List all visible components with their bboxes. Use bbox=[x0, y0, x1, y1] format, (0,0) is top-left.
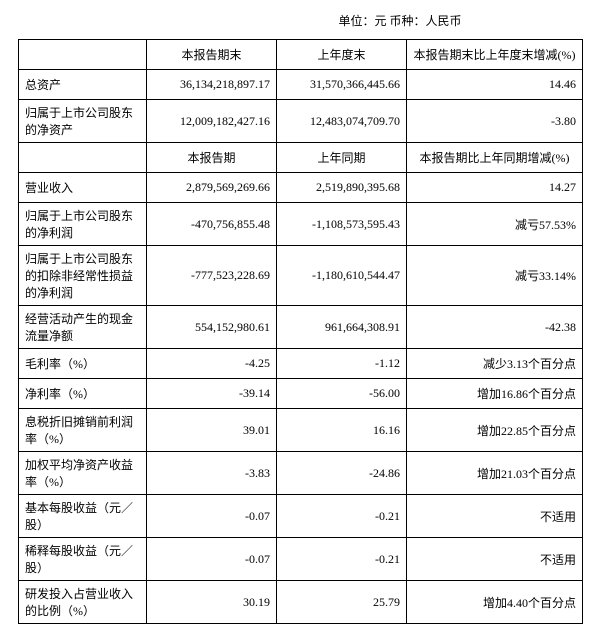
table-header-cell: 本报告期末 bbox=[147, 40, 277, 70]
row-label: 归属于上市公司股东的扣除非经常性损益的净利润 bbox=[19, 246, 147, 306]
row-label: 经营活动产生的现金流量净额 bbox=[19, 306, 147, 349]
table-header-cell: 上年同期 bbox=[277, 143, 407, 173]
unit-label: 单位：元 币种：人民币 bbox=[18, 12, 582, 29]
cell-value: -1.12 bbox=[277, 349, 407, 379]
table-row: 归属于上市公司股东的净资产12,009,182,427.1612,483,074… bbox=[19, 100, 583, 143]
cell-value: -470,756,855.48 bbox=[147, 203, 277, 246]
row-label: 净利率（%） bbox=[19, 379, 147, 409]
table-header-cell: 上年度末 bbox=[277, 40, 407, 70]
table-header-cell: 本报告期 bbox=[147, 143, 277, 173]
cell-change: -42.38 bbox=[407, 306, 583, 349]
cell-value: -3.83 bbox=[147, 452, 277, 495]
cell-change: 不适用 bbox=[407, 495, 583, 538]
cell-value: 554,152,980.61 bbox=[147, 306, 277, 349]
row-label: 息税折旧摊销前利润率（%） bbox=[19, 409, 147, 452]
cell-change: 不适用 bbox=[407, 538, 583, 581]
cell-value: -56.00 bbox=[277, 379, 407, 409]
table-header-cell bbox=[19, 40, 147, 70]
cell-value: -1,108,573,595.43 bbox=[277, 203, 407, 246]
table-row: 归属于上市公司股东的扣除非经常性损益的净利润-777,523,228.69-1,… bbox=[19, 246, 583, 306]
cell-value: -777,523,228.69 bbox=[147, 246, 277, 306]
table-header-cell: 本报告期比上年同期增减(%) bbox=[407, 143, 583, 173]
row-label: 研发投入占营业收入的比例（%） bbox=[19, 581, 147, 624]
table-row: 营业收入2,879,569,269.662,519,890,395.6814.2… bbox=[19, 173, 583, 203]
table-row: 稀释每股收益（元／股）-0.07-0.21不适用 bbox=[19, 538, 583, 581]
cell-value: 12,483,074,709.70 bbox=[277, 100, 407, 143]
row-label: 基本每股收益（元／股） bbox=[19, 495, 147, 538]
table-header-cell: 本报告期末比上年度末增减(%) bbox=[407, 40, 583, 70]
table-header-cell bbox=[19, 143, 147, 173]
cell-change: 减少3.13个百分点 bbox=[407, 349, 583, 379]
table-row: 加权平均净资产收益率（%）-3.83-24.86增加21.03个百分点 bbox=[19, 452, 583, 495]
cell-value: 961,664,308.91 bbox=[277, 306, 407, 349]
cell-value: 36,134,218,897.17 bbox=[147, 70, 277, 100]
table-row: 基本每股收益（元／股）-0.07-0.21不适用 bbox=[19, 495, 583, 538]
table-row: 净利率（%）-39.14-56.00增加16.86个百分点 bbox=[19, 379, 583, 409]
cell-change: -3.80 bbox=[407, 100, 583, 143]
cell-value: -39.14 bbox=[147, 379, 277, 409]
table-header-row: 本报告期末上年度末本报告期末比上年度末增减(%) bbox=[19, 40, 583, 70]
cell-value: -4.25 bbox=[147, 349, 277, 379]
cell-value: -24.86 bbox=[277, 452, 407, 495]
cell-value: -0.07 bbox=[147, 495, 277, 538]
cell-change: 14.27 bbox=[407, 173, 583, 203]
cell-value: 30.19 bbox=[147, 581, 277, 624]
table-row: 归属于上市公司股东的净利润-470,756,855.48-1,108,573,5… bbox=[19, 203, 583, 246]
table-row: 息税折旧摊销前利润率（%）39.0116.16增加22.85个百分点 bbox=[19, 409, 583, 452]
cell-change: 14.46 bbox=[407, 70, 583, 100]
cell-value: 16.16 bbox=[277, 409, 407, 452]
row-label: 稀释每股收益（元／股） bbox=[19, 538, 147, 581]
row-label: 营业收入 bbox=[19, 173, 147, 203]
row-label: 归属于上市公司股东的净资产 bbox=[19, 100, 147, 143]
row-label: 归属于上市公司股东的净利润 bbox=[19, 203, 147, 246]
cell-value: 39.01 bbox=[147, 409, 277, 452]
cell-value: -0.07 bbox=[147, 538, 277, 581]
cell-value: 2,519,890,395.68 bbox=[277, 173, 407, 203]
cell-value: 25.79 bbox=[277, 581, 407, 624]
table-row: 毛利率（%）-4.25-1.12减少3.13个百分点 bbox=[19, 349, 583, 379]
table-row: 经营活动产生的现金流量净额554,152,980.61961,664,308.9… bbox=[19, 306, 583, 349]
cell-change: 增加21.03个百分点 bbox=[407, 452, 583, 495]
cell-value: 2,879,569,269.66 bbox=[147, 173, 277, 203]
table-header-row: 本报告期上年同期本报告期比上年同期增减(%) bbox=[19, 143, 583, 173]
cell-value: 12,009,182,427.16 bbox=[147, 100, 277, 143]
cell-change: 减亏57.53% bbox=[407, 203, 583, 246]
cell-change: 增加16.86个百分点 bbox=[407, 379, 583, 409]
cell-value: -1,180,610,544.47 bbox=[277, 246, 407, 306]
cell-value: -0.21 bbox=[277, 495, 407, 538]
financial-table: 本报告期末上年度末本报告期末比上年度末增减(%)总资产36,134,218,89… bbox=[18, 39, 583, 624]
table-row: 总资产36,134,218,897.1731,570,366,445.6614.… bbox=[19, 70, 583, 100]
cell-value: -0.21 bbox=[277, 538, 407, 581]
cell-change: 增加4.40个百分点 bbox=[407, 581, 583, 624]
cell-change: 增加22.85个百分点 bbox=[407, 409, 583, 452]
table-row: 研发投入占营业收入的比例（%）30.1925.79增加4.40个百分点 bbox=[19, 581, 583, 624]
cell-change: 减亏33.14% bbox=[407, 246, 583, 306]
row-label: 毛利率（%） bbox=[19, 349, 147, 379]
row-label: 加权平均净资产收益率（%） bbox=[19, 452, 147, 495]
cell-value: 31,570,366,445.66 bbox=[277, 70, 407, 100]
row-label: 总资产 bbox=[19, 70, 147, 100]
